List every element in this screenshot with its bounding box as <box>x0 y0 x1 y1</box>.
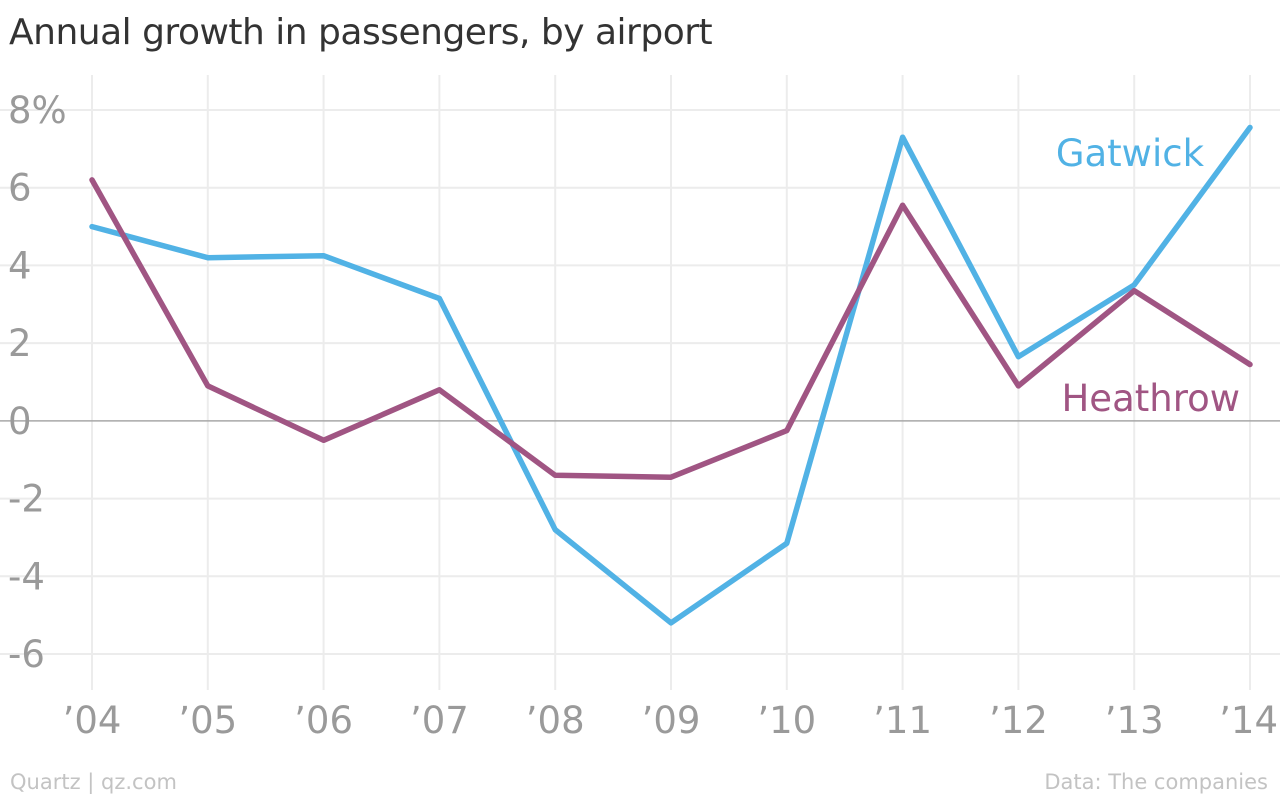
x-tick-label: ’10 <box>757 699 816 742</box>
series-lines <box>89 124 1253 626</box>
x-tick-label: ’13 <box>1105 699 1164 742</box>
y-tick-label: 0 <box>8 400 32 443</box>
x-tick-label: ’09 <box>642 699 701 742</box>
series-labels: Gatwick Heathrow <box>1056 132 1240 420</box>
x-tick-label: ’11 <box>873 699 932 742</box>
y-tick-label: 8% <box>8 89 67 132</box>
y-tick-label: 4 <box>8 244 32 287</box>
x-tick-label: ’06 <box>294 699 353 742</box>
data-source: Data: The companies <box>1044 770 1268 794</box>
horizontal-gridlines <box>0 109 1280 655</box>
series-line-heathrow <box>89 177 1253 480</box>
series-line-gatwick <box>89 124 1253 626</box>
y-tick-label: 6 <box>8 167 32 210</box>
y-tick-label: -6 <box>8 633 45 676</box>
x-axis-tick-labels: ’04 ’05 ’06 ’07 ’08 ’09 ’10 ’11 ’12 ’13 ’14 <box>63 699 1278 742</box>
source-credit: Quartz | qz.com <box>10 770 177 794</box>
y-tick-label: -4 <box>8 555 45 598</box>
chart-title: Annual growth in passengers, by airport <box>9 12 713 53</box>
y-tick-label: -2 <box>8 478 45 521</box>
y-axis-tick-labels: 8% 6 4 2 0 -2 -4 -6 <box>8 89 67 676</box>
series-label-heathrow: Heathrow <box>1061 377 1240 420</box>
x-tick-label: ’07 <box>410 699 469 742</box>
y-tick-label: 2 <box>8 322 32 365</box>
x-tick-label: ’12 <box>989 699 1048 742</box>
x-tick-label: ’04 <box>63 699 122 742</box>
series-label-gatwick: Gatwick <box>1056 132 1205 175</box>
x-tick-label: ’08 <box>526 699 585 742</box>
x-tick-label: ’14 <box>1219 699 1278 742</box>
x-tick-label: ’05 <box>178 699 237 742</box>
